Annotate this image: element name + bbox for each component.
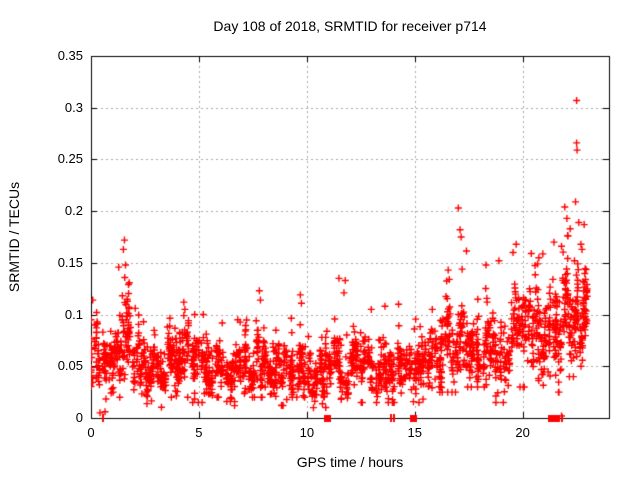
x-tick-label: 20	[515, 425, 530, 440]
y-tick-label: 0	[75, 410, 83, 425]
x-tick-label: 15	[407, 425, 422, 440]
chart-title: Day 108 of 2018, SRMTID for receiver p71…	[213, 18, 487, 34]
x-tick-label: 5	[195, 425, 203, 440]
y-tick-label: 0.35	[57, 48, 83, 63]
y-tick-label: 0.05	[57, 358, 83, 374]
y-tick-label: 0.1	[64, 306, 83, 322]
y-tick-label: 0.15	[57, 254, 83, 270]
y-axis-label: SRMTID / TECUs	[6, 181, 22, 293]
x-axis-label: GPS time / hours	[296, 454, 404, 470]
x-tick-label: 0	[87, 425, 95, 440]
y-tick-label: 0.25	[57, 151, 83, 167]
y-tick-label: 0.2	[64, 203, 83, 219]
x-tick-label: 10	[299, 425, 315, 440]
y-tick-label: 0.3	[64, 99, 83, 115]
